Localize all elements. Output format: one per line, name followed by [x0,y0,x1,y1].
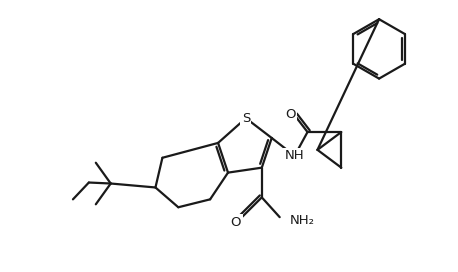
Text: NH: NH [285,149,305,162]
Text: NH₂: NH₂ [289,214,315,227]
Text: O: O [231,216,241,228]
Text: S: S [242,112,250,125]
Text: O: O [285,108,296,121]
